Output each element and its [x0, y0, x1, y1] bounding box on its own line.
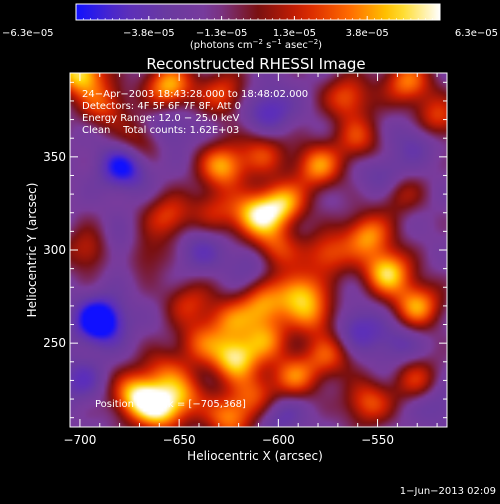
colorbar-tick-label: −6.3e−05	[2, 28, 54, 39]
colorbar-tick-label: 6.3e−05	[455, 28, 498, 39]
unit-part-4: )	[318, 40, 322, 51]
unit-sup-3: −2	[308, 38, 318, 46]
colorbar-tick-label: 3.8e−05	[346, 28, 389, 39]
x-tick-label: −600	[262, 433, 295, 447]
colorbar-tick-label: −3.8e−05	[123, 28, 175, 39]
colorbar-tick-label: −1.3e−05	[196, 28, 248, 39]
colorbar-tick-label: 1.3e−05	[273, 28, 316, 39]
x-tick-label: −700	[63, 433, 96, 447]
colorbar	[76, 4, 440, 20]
y-tick-label: 300	[43, 243, 66, 257]
y-axis-ticks: 250 300 350	[43, 81, 447, 419]
y-tick-label: 250	[43, 336, 66, 350]
heatmap-image	[70, 73, 447, 427]
unit-part-1: (photons cm	[190, 40, 253, 51]
colorbar-tick-labels: −6.3e−05 −3.8e−05 −1.3e−05 1.3e−05 3.8e−05 6.…	[2, 28, 498, 39]
peak-position-label: Position of Peak = [−705,368]	[95, 399, 246, 410]
info-line-detectors: Detectors: 4F 5F 6F 7F 8F, Att 0	[82, 101, 241, 112]
unit-part-2: s	[263, 40, 271, 51]
chart-title: Reconstructed RHESSI Image	[146, 55, 365, 73]
colorbar-ticks	[75, 16, 441, 20]
x-tick-label: −550	[361, 433, 394, 447]
x-axis-label: Heliocentric X (arcsec)	[187, 449, 323, 463]
unit-sup-2: −1	[271, 38, 281, 46]
x-tick-label: −650	[163, 433, 196, 447]
y-axis-label: Heliocentric Y (arcsec)	[25, 183, 39, 318]
unit-sup-1: −2	[253, 38, 263, 46]
y-tick-label: 350	[43, 150, 66, 164]
info-line-time: 24−Apr−2003 18:43:28.000 to 18:48:02.000	[82, 89, 308, 100]
info-line-energy: Energy Range: 12.0 − 25.0 keV	[82, 113, 239, 124]
x-axis-ticks: −700 −650 −600 −550	[63, 73, 438, 447]
footer-date: 1−Jun−2013 02:09	[400, 486, 496, 497]
unit-part-3: asec	[282, 40, 308, 51]
colorbar-unit-label: (photons cm−2 s−1 asec−2)	[190, 38, 322, 51]
info-line-clean: Clean Total counts: 1.62E+03	[82, 125, 239, 136]
